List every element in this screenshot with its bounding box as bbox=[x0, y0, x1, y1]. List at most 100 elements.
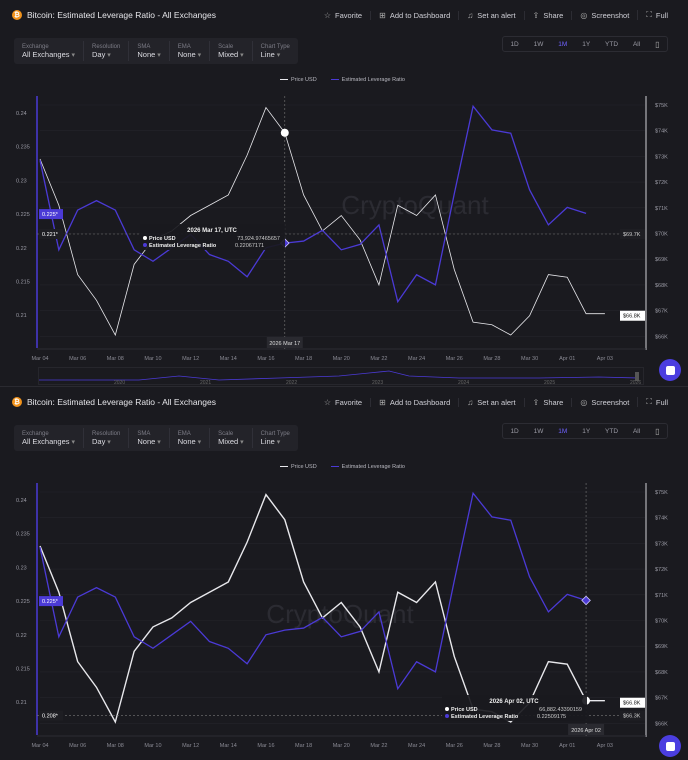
tooltip-price-value: 73,924.97465657 bbox=[237, 236, 280, 242]
right-axis-tick-label: $73K bbox=[655, 541, 668, 547]
right-axis-tick-label: $71K bbox=[655, 593, 668, 599]
right-axis-tick-label: $72K bbox=[655, 567, 668, 573]
filter-scale-select[interactable]: Scale Mixed bbox=[209, 428, 251, 448]
calendar-icon[interactable]: ▯ bbox=[655, 426, 660, 436]
timeframe-1m-button[interactable]: 1M bbox=[558, 427, 568, 435]
panel-header: ₿ Bitcoin: Estimated Leverage Ratio - All… bbox=[0, 0, 688, 30]
filter-label: EMA bbox=[177, 43, 191, 50]
timeframe-1d-button[interactable]: 1D bbox=[510, 40, 519, 48]
dashboard-add-icon: ⊞ bbox=[379, 10, 386, 20]
filter-chart-type-select[interactable]: Chart Type Line bbox=[251, 41, 298, 61]
action-full-button[interactable]: ⛶ Full bbox=[637, 397, 676, 407]
filter-chart-type-select[interactable]: Chart Type Line bbox=[251, 428, 298, 448]
x-axis-tick-label: Mar 26 bbox=[446, 743, 463, 749]
right-axis-tick-label: $75K bbox=[655, 103, 668, 109]
left-axis-tick-label: 0.23 bbox=[16, 178, 27, 184]
action-share-button[interactable]: ⇪ Share bbox=[523, 397, 572, 407]
action-label: Set an alert bbox=[477, 10, 516, 20]
action-set-an-alert-button[interactable]: ♫ Set an alert bbox=[458, 397, 523, 407]
filter-resolution-select[interactable]: Resolution Day bbox=[83, 41, 128, 61]
filter-resolution-select[interactable]: Resolution Day bbox=[83, 428, 128, 448]
right-axis-tick-label: $66K bbox=[655, 721, 668, 727]
action-label: Screenshot bbox=[591, 10, 630, 20]
action-favorite-button[interactable]: ☆ Favorite bbox=[316, 398, 370, 407]
legend-item[interactable]: Price USD bbox=[280, 77, 317, 83]
right-axis-value-label: $66.8K bbox=[623, 314, 641, 320]
price-hover-marker bbox=[582, 696, 591, 705]
legend: Price USD Estimated Leverage Ratio bbox=[280, 464, 405, 470]
x-axis-tick-label: Mar 08 bbox=[107, 356, 124, 362]
calendar-icon[interactable]: ▯ bbox=[655, 39, 660, 49]
left-axis-tick-label: 0.24 bbox=[16, 498, 27, 504]
tooltip bbox=[442, 695, 587, 721]
dashboard-add-icon: ⊞ bbox=[379, 397, 386, 407]
share-icon: ⇪ bbox=[532, 397, 540, 407]
watermark-logo: CryptoQuant bbox=[341, 190, 489, 220]
action-screenshot-button[interactable]: ◎ Screenshot bbox=[571, 397, 637, 407]
navigator-handle[interactable] bbox=[635, 372, 639, 381]
filter-value: All Exchanges bbox=[22, 437, 75, 446]
filter-ema-select[interactable]: EMA None bbox=[168, 41, 209, 61]
navigator-scrollbar[interactable]: 2020 2021 2022 2023 2024 2025 2026 bbox=[38, 367, 644, 386]
filter-exchange-select[interactable]: Exchange All Exchanges bbox=[14, 41, 83, 61]
legend-label: Estimated Leverage Ratio bbox=[341, 77, 405, 83]
timeframe-1y-button[interactable]: 1Y bbox=[582, 40, 591, 48]
leverage-hover-marker bbox=[581, 595, 591, 606]
timeframe-1d-button[interactable]: 1D bbox=[510, 427, 519, 435]
filter-value: Line bbox=[261, 50, 290, 59]
timeframe-1w-button[interactable]: 1W bbox=[533, 40, 544, 48]
chart-panel-top: ₿ Bitcoin: Estimated Leverage Ratio - All… bbox=[0, 0, 688, 386]
action-full-button[interactable]: ⛶ Full bbox=[637, 10, 676, 20]
action-add-to-dashboard-button[interactable]: ⊞ Add to Dashboard bbox=[370, 397, 458, 407]
timeframe-1w-button[interactable]: 1W bbox=[533, 427, 544, 435]
chat-support-button[interactable] bbox=[659, 359, 681, 381]
share-icon: ⇪ bbox=[532, 10, 540, 20]
chat-support-button[interactable] bbox=[659, 735, 681, 757]
watermark-logo: CryptoQuant bbox=[266, 599, 414, 629]
legend-item[interactable]: Estimated Leverage Ratio bbox=[330, 77, 405, 83]
filter-label: Resolution bbox=[92, 43, 121, 50]
filter-exchange-select[interactable]: Exchange All Exchanges bbox=[14, 428, 83, 448]
filter-value: Day bbox=[92, 437, 120, 446]
left-axis-value-label: 0.225* bbox=[42, 599, 59, 605]
filter-label: SMA bbox=[137, 430, 151, 437]
bitcoin-icon: ₿ bbox=[12, 397, 22, 407]
left-axis-value-label: 0.208* bbox=[42, 714, 59, 720]
filter-ema-select[interactable]: EMA None bbox=[168, 428, 209, 448]
action-add-to-dashboard-button[interactable]: ⊞ Add to Dashboard bbox=[370, 10, 458, 20]
x-axis-tick-label: Mar 10 bbox=[144, 356, 161, 362]
timeframe-all-button[interactable]: All bbox=[632, 40, 641, 48]
right-axis-value-label: $66.3K bbox=[623, 714, 641, 720]
filter-label: Exchange bbox=[22, 43, 49, 50]
action-screenshot-button[interactable]: ◎ Screenshot bbox=[571, 10, 637, 20]
legend-item[interactable]: Price USD bbox=[280, 464, 317, 470]
x-axis-tick-label: Mar 24 bbox=[408, 356, 425, 362]
timeframe-all-button[interactable]: All bbox=[632, 427, 641, 435]
star-icon: ☆ bbox=[323, 10, 332, 20]
filter-label: Resolution bbox=[92, 430, 121, 437]
right-axis-tick-label: $67K bbox=[655, 309, 668, 315]
action-set-an-alert-button[interactable]: ♫ Set an alert bbox=[458, 10, 523, 20]
timeframe-ytd-button[interactable]: YTD bbox=[605, 427, 619, 435]
x-axis-tick-label: Mar 20 bbox=[333, 743, 350, 749]
left-axis-value-badge bbox=[39, 710, 63, 721]
right-axis-tick-label: $66K bbox=[655, 334, 668, 340]
timeframe-1y-button[interactable]: 1Y bbox=[582, 427, 591, 435]
x-axis-tick-label: Mar 28 bbox=[483, 743, 500, 749]
filter-scale-select[interactable]: Scale Mixed bbox=[209, 41, 251, 61]
filter-sma-select[interactable]: SMA None bbox=[128, 428, 168, 448]
left-axis-tick-label: 0.22 bbox=[16, 246, 27, 252]
filter-label: Chart Type bbox=[260, 43, 290, 50]
chart-title: Bitcoin: Estimated Leverage Ratio - All … bbox=[27, 10, 216, 20]
legend-item[interactable]: Estimated Leverage Ratio bbox=[330, 464, 405, 470]
filter-value: Day bbox=[92, 50, 120, 59]
timeframe-1m-button[interactable]: 1M bbox=[558, 40, 568, 48]
action-share-button[interactable]: ⇪ Share bbox=[523, 10, 572, 20]
left-axis-tick-label: 0.22 bbox=[16, 633, 27, 639]
action-favorite-button[interactable]: ☆ Favorite bbox=[316, 11, 370, 20]
x-axis-tick-label: Mar 12 bbox=[182, 356, 199, 362]
timeframe-ytd-button[interactable]: YTD bbox=[605, 40, 619, 48]
leverage-dot-icon bbox=[143, 243, 147, 247]
filter-sma-select[interactable]: SMA None bbox=[128, 41, 168, 61]
